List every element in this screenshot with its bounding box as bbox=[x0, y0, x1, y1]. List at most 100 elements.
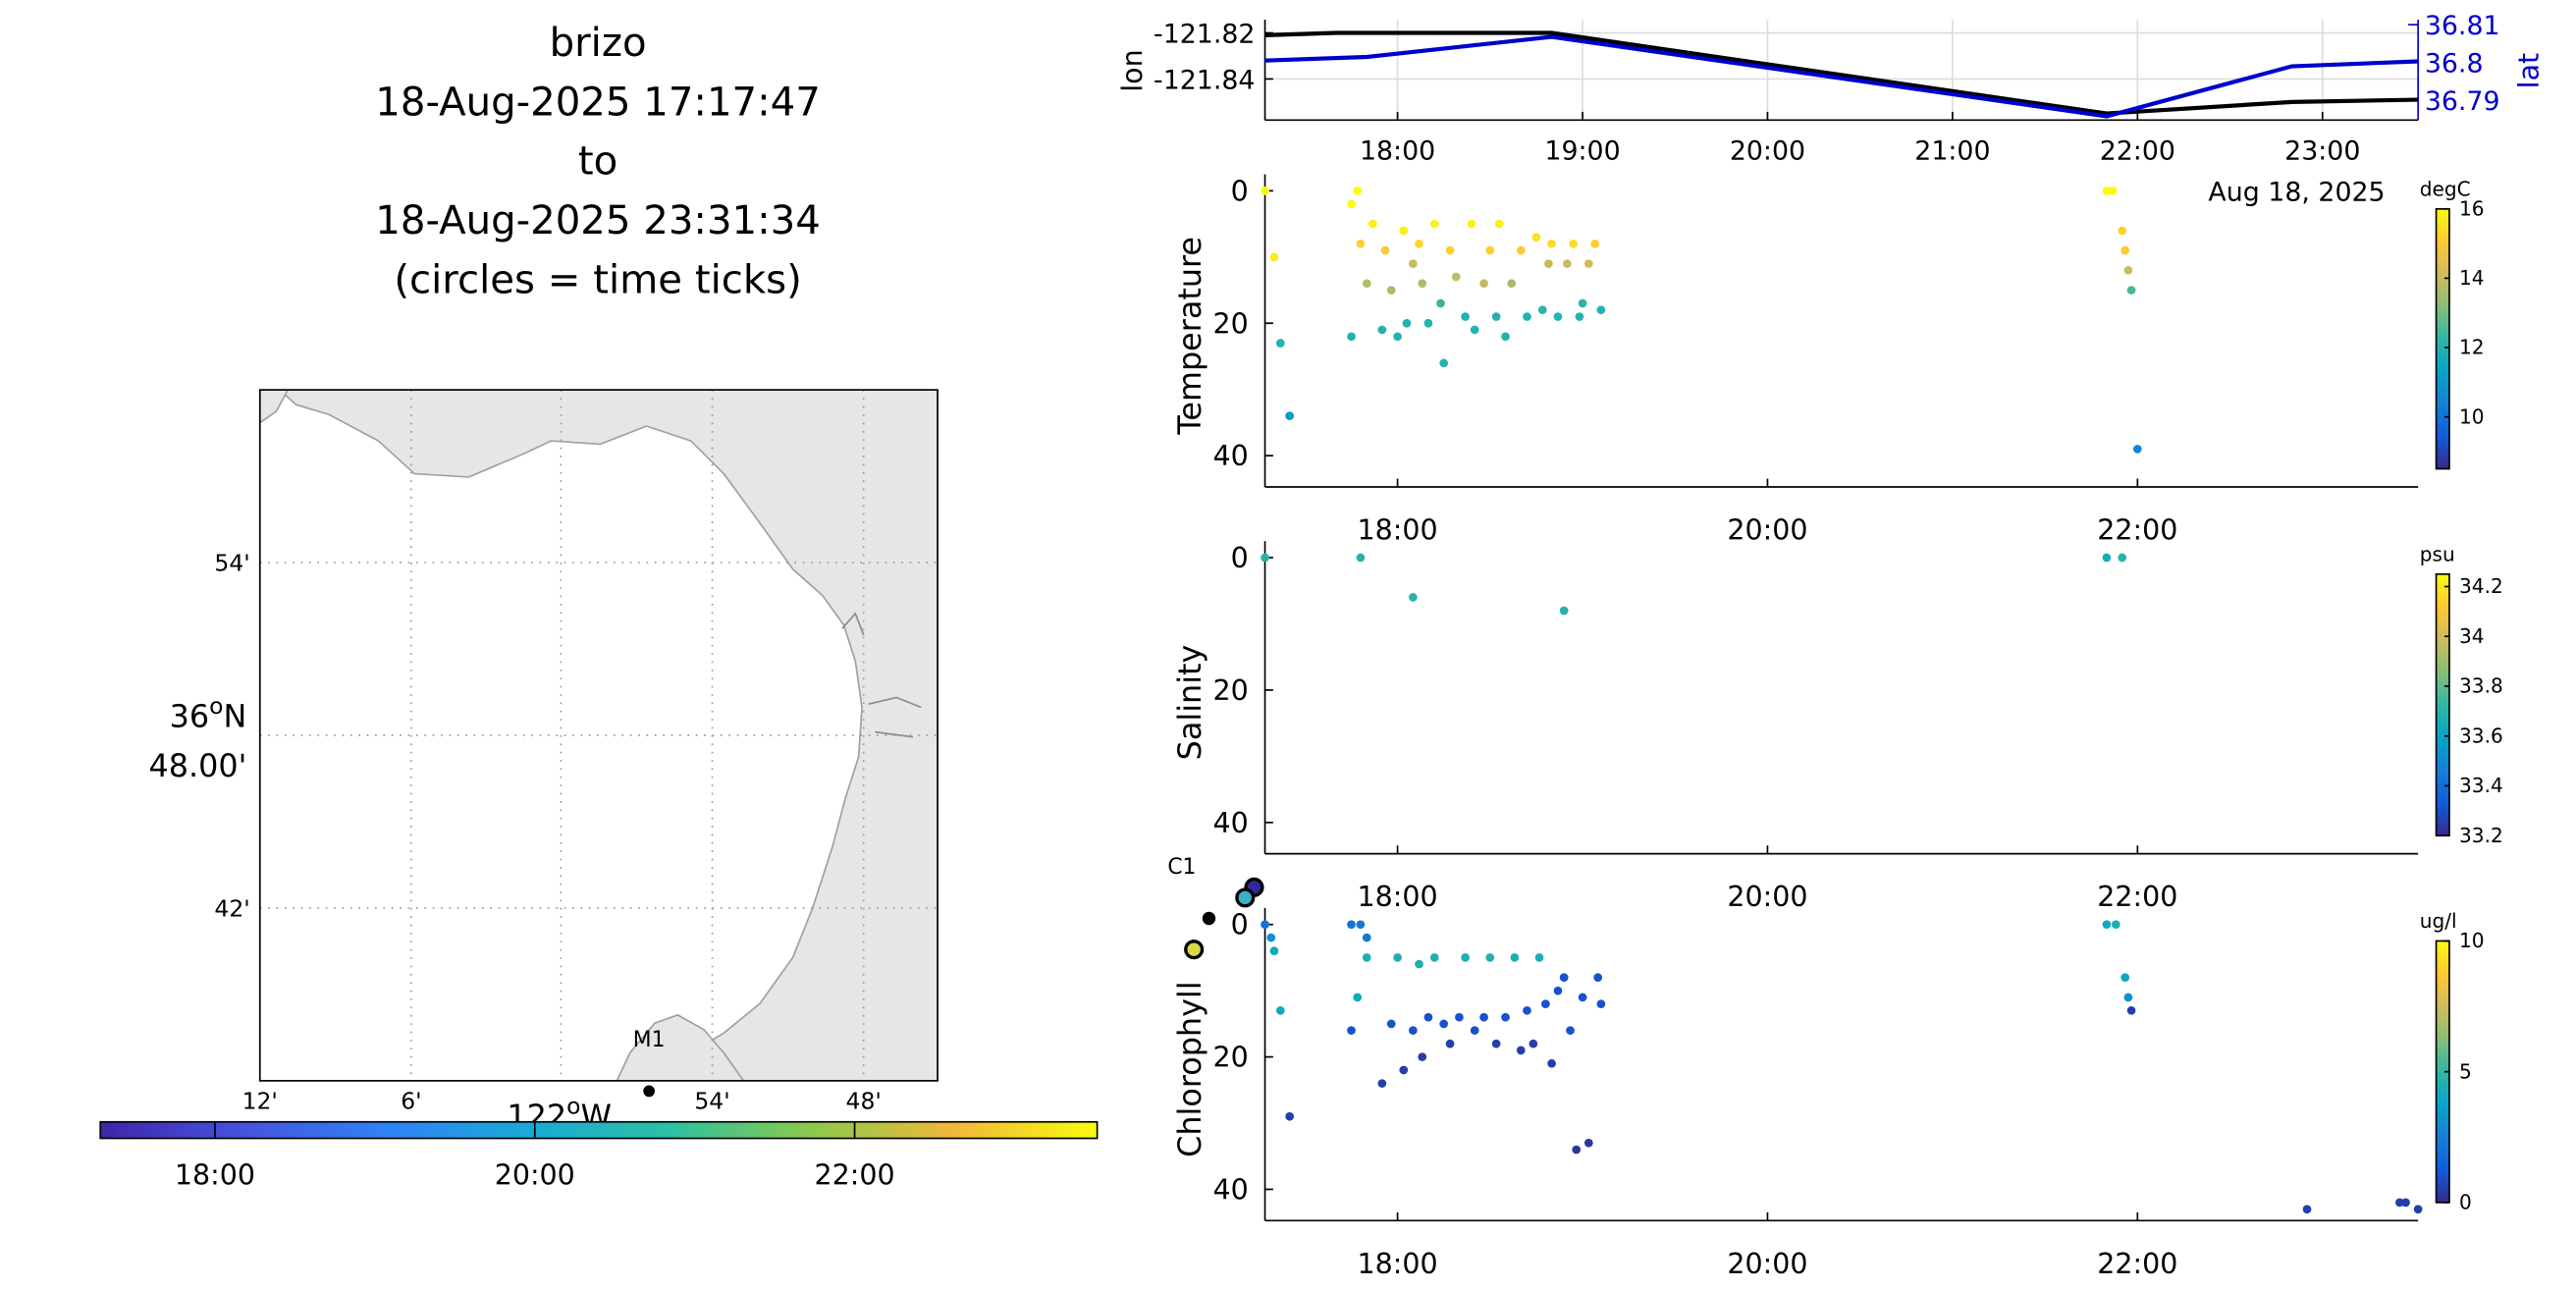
temperature-data-point bbox=[2132, 445, 2142, 454]
chlorophyll-data-point bbox=[1534, 953, 1544, 962]
temperature-data-point bbox=[1531, 233, 1541, 242]
temperature-x-tick-label: 22:00 bbox=[2097, 514, 2177, 547]
temperature-y-tick-label: 0 bbox=[1231, 175, 1249, 207]
chlorophyll-data-point bbox=[1347, 1026, 1356, 1035]
map-time-tick-circle bbox=[1235, 887, 1256, 908]
chlorophyll-y-tick-label: 40 bbox=[1213, 1174, 1249, 1207]
chlorophyll-data-point bbox=[2123, 993, 2133, 1002]
map-lon-degree-symbol: o bbox=[566, 1092, 580, 1119]
chlorophyll-data-point bbox=[1529, 1039, 1538, 1048]
temperature-data-point bbox=[1507, 279, 1517, 289]
chlorophyll-data-point bbox=[1353, 993, 1363, 1002]
temperature-data-point bbox=[1445, 245, 1455, 255]
chlorophyll-data-point bbox=[1523, 1005, 1531, 1015]
chlorophyll-data-point bbox=[1553, 986, 1563, 995]
lonlat-date-label: Aug 18, 2025 bbox=[2208, 177, 2385, 207]
chlorophyll-data-point bbox=[2111, 920, 2120, 930]
temperature-data-point bbox=[1436, 298, 1445, 308]
temperature-data-point bbox=[1347, 332, 1356, 342]
temperature-data-point bbox=[1491, 312, 1501, 321]
temperature-data-point bbox=[2123, 265, 2133, 275]
temperature-data-point bbox=[1429, 219, 1439, 229]
chlorophyll-data-point bbox=[1266, 933, 1276, 942]
temperature-data-point bbox=[1553, 312, 1563, 321]
temperature-colorbar-tick-label: 14 bbox=[2459, 266, 2485, 290]
salinity-colorbar-tick-label: 34 bbox=[2459, 624, 2485, 648]
temperature-data-point bbox=[2108, 187, 2118, 195]
temperature-data-point bbox=[1285, 411, 1295, 420]
chlorophyll-data-point bbox=[1418, 1052, 1427, 1061]
salinity-data-point bbox=[2118, 553, 2127, 563]
map-station-marker bbox=[643, 1085, 656, 1098]
salinity-colorbar-unit: psu bbox=[2420, 542, 2455, 565]
temperature-x-tick-label: 18:00 bbox=[1358, 514, 1438, 547]
lonlat-plot-area bbox=[1264, 20, 2419, 121]
chlorophyll-data-point bbox=[1547, 1058, 1556, 1068]
chlorophyll-data-point bbox=[2302, 1205, 2312, 1214]
temperature-axis-label: Temperature bbox=[1171, 237, 1208, 436]
time-colorbar-tick-label: 18:00 bbox=[175, 1158, 255, 1191]
chlorophyll-data-point bbox=[1285, 1111, 1295, 1121]
lonlat-x-tick-label: 20:00 bbox=[1730, 136, 1805, 167]
temperature-data-point bbox=[1501, 332, 1510, 342]
temperature-data-point bbox=[1423, 318, 1433, 328]
time-colorbar bbox=[99, 1120, 1099, 1140]
chlorophyll-data-point bbox=[1386, 1019, 1396, 1029]
lon-y-tick-label: -121.82 bbox=[1154, 20, 1255, 50]
temperature-data-point bbox=[1380, 245, 1390, 255]
temperature-data-point bbox=[1356, 239, 1366, 248]
salinity-data-point bbox=[1356, 553, 1366, 563]
time-colorbar-tick-label: 22:00 bbox=[815, 1158, 895, 1191]
lat-y-tick-label: 36.8 bbox=[2425, 49, 2484, 80]
temperature-data-point bbox=[1275, 339, 1285, 348]
chlorophyll-data-point bbox=[1593, 973, 1603, 982]
map-lat-tick-label: 54' bbox=[214, 549, 249, 576]
chlorophyll-data-point bbox=[1347, 920, 1356, 930]
temperature-data-point bbox=[1261, 187, 1269, 195]
chlorophyll-data-point bbox=[1516, 1046, 1526, 1055]
temperature-data-point bbox=[1386, 286, 1396, 295]
map-lat-degree-symbol: o bbox=[209, 692, 223, 720]
map-station-label: C1 bbox=[1167, 855, 1196, 880]
chlorophyll-data-point bbox=[1445, 1039, 1455, 1048]
chlorophyll-data-point bbox=[1362, 953, 1371, 962]
temperature-data-point bbox=[1485, 245, 1495, 255]
salinity-colorbar-tick-label: 33.8 bbox=[2459, 674, 2503, 698]
map-lon-tick-label: 6' bbox=[401, 1087, 421, 1114]
salinity-x-tick-label: 18:00 bbox=[1358, 881, 1438, 913]
chlorophyll-axis-label: Chlorophyll bbox=[1171, 981, 1208, 1156]
chlorophyll-y-tick-label: 0 bbox=[1231, 909, 1249, 941]
chlorophyll-data-point bbox=[1461, 953, 1470, 962]
temperature-data-point bbox=[1569, 239, 1578, 248]
temperature-data-point bbox=[1479, 279, 1488, 289]
temperature-data-point bbox=[1562, 259, 1572, 268]
temperature-data-point bbox=[1347, 199, 1356, 209]
lat-series-line bbox=[1264, 34, 2419, 119]
salinity-axis-label: Salinity bbox=[1171, 645, 1208, 761]
temperature-data-point bbox=[1583, 259, 1593, 268]
salinity-y-tick-label: 20 bbox=[1213, 674, 1249, 707]
lonlat-x-tick-label: 18:00 bbox=[1360, 136, 1435, 167]
chlorophyll-data-point bbox=[1362, 933, 1371, 942]
chlorophyll-data-point bbox=[1275, 1005, 1285, 1015]
lon-y-tick-label: -121.84 bbox=[1154, 65, 1255, 95]
temperature-data-point bbox=[1596, 305, 1606, 315]
chlorophyll-y-tick-label: 20 bbox=[1213, 1042, 1249, 1074]
title-end-time: 18-Aug-2025 23:31:34 bbox=[375, 197, 821, 243]
time-colorbar-tick-label: 20:00 bbox=[495, 1158, 575, 1191]
temperature-data-point bbox=[2120, 245, 2130, 255]
title-to: to bbox=[577, 137, 618, 185]
chlorophyll-colorbar-tick-label: 5 bbox=[2459, 1059, 2472, 1083]
chlorophyll-data-point bbox=[1479, 1012, 1488, 1022]
temperature-data-point bbox=[1269, 252, 1279, 262]
chlorophyll-data-point bbox=[2120, 973, 2130, 982]
chlorophyll-colorbar-tick-label: 10 bbox=[2459, 929, 2485, 952]
map-lon-tick-label: 54' bbox=[694, 1087, 729, 1114]
salinity-data-point bbox=[1261, 553, 1269, 563]
salinity-colorbar bbox=[2435, 572, 2450, 837]
salinity-colorbar-tick-label: 33.2 bbox=[2459, 824, 2503, 847]
